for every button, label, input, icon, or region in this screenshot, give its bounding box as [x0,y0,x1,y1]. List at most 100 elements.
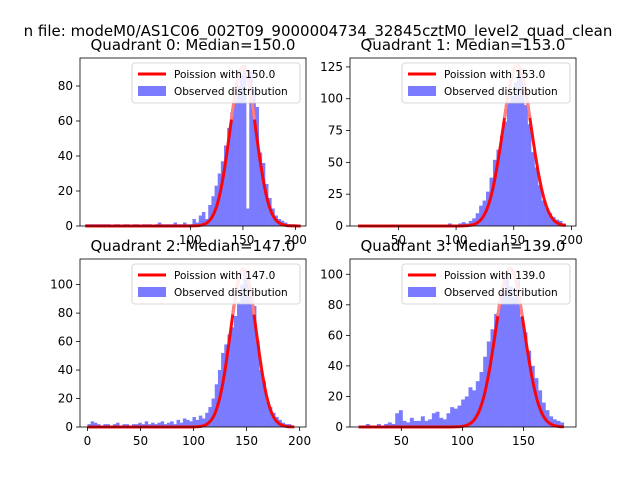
histogram-bar [265,401,270,427]
histogram-bar [211,196,215,226]
histogram-bar [398,410,403,427]
histogram-bar [472,390,477,427]
histogram-bar [157,222,162,226]
x-tick-label: 200 [288,434,311,448]
histogram-bar [387,422,392,427]
histogram-bar [501,292,506,427]
y-tick-label: 80 [328,298,343,312]
histogram-bar [93,422,98,427]
histogram-bar [560,422,565,427]
histogram-bar [523,332,528,427]
legend-poisson-label: Poission with 153.0 [444,69,545,81]
legend-observed-swatch [408,287,436,297]
histogram-bar [503,121,508,226]
legend-poisson-label: Poission with 147.0 [174,270,275,282]
histogram-bar [475,381,480,427]
histogram-bar [492,159,497,226]
histogram-bar [227,128,231,226]
histogram-bar [376,423,381,427]
histogram-bar [220,161,225,226]
legend-poisson-label: Poission with 139.0 [444,270,545,282]
histogram-bar [505,274,510,427]
y-tick-label: 20 [328,389,343,403]
histogram-bar [453,408,458,427]
histogram-bar [195,419,200,427]
histogram-bar [468,387,473,427]
histogram-bar [182,418,187,427]
histogram-bar [243,270,247,427]
histogram-bar [236,86,241,226]
figure-suptitle: n file: modeM0/AS1C06_002T09_9000004734_… [24,22,613,41]
histogram-bar [230,112,234,226]
histogram-bar [442,419,447,427]
histogram-bar [472,218,476,226]
histogram-bar [490,329,495,427]
histogram-bar [486,341,491,427]
histogram-bar [192,219,196,226]
histogram-bar [424,420,429,427]
histogram-bar [391,423,396,427]
histogram-bar [246,208,250,226]
histogram-bar [176,419,181,427]
histogram-bar [520,68,525,227]
x-tick-label: 100 [451,434,474,448]
histogram-bar [506,102,511,226]
histogram-bar [242,65,247,226]
x-tick-label: 200 [284,233,307,247]
histogram-bar [499,135,504,226]
histogram-bar [527,124,532,226]
x-tick-label: 100 [182,434,205,448]
histogram-bar [237,301,241,427]
x-tick-label: 100 [445,233,468,247]
y-tick-label: 80 [58,79,73,93]
histogram-bar [116,422,120,427]
x-tick-label: 150 [512,434,535,448]
histogram-bar [179,422,184,427]
histogram-bar [541,200,546,226]
histogram-bar [240,284,244,427]
histogram-bar [201,212,206,226]
histogram-bar [208,205,212,226]
histogram-bar [208,407,212,427]
histogram-bar [450,407,455,427]
y-tick-label: 40 [58,363,73,377]
histogram-bar [524,105,528,226]
x-tick-label: 150 [235,434,258,448]
histogram-bar [259,370,263,427]
legend-observed-label: Observed distribution [444,287,558,299]
y-tick-label: 0 [65,219,73,233]
y-tick-label: 100 [50,278,73,292]
histogram-bar [512,297,517,427]
y-tick-label: 0 [335,219,343,233]
x-tick-label: 0 [84,434,92,448]
legend-observed-swatch [138,287,166,297]
histogram-bar [431,413,436,427]
histogram-bar [479,205,483,226]
legend-observed-label: Observed distribution [174,86,288,98]
histogram-bar [496,149,501,226]
histogram-bar [138,422,142,427]
histogram-bar [90,421,95,427]
subplot-title: Quadrant 2: Median=147.0 [91,237,296,255]
histogram-bar [475,213,480,226]
subplot-title: Quadrant 1: Median=153.0 [361,36,566,54]
histogram-bar [233,100,237,226]
legend-box [131,62,301,104]
legend-poisson-label: Poission with 150.0 [174,69,275,81]
histogram-bar [545,410,550,427]
histogram-bar [508,286,513,427]
histogram-bar [249,72,253,226]
y-tick-label: 100 [320,92,343,106]
y-tick-label: 40 [328,359,343,373]
histogram-bar [530,365,535,427]
x-tick-label: 150 [502,233,525,247]
histogram-bar [549,416,554,427]
histogram-bar [233,315,238,427]
y-tick-label: 40 [58,149,73,163]
histogram-bar [170,421,174,427]
y-tick-label: 100 [320,267,343,281]
histogram-bar [527,350,532,427]
legend-observed-label: Observed distribution [444,86,558,98]
histogram-bar [205,412,209,427]
histogram-bar [268,407,273,427]
